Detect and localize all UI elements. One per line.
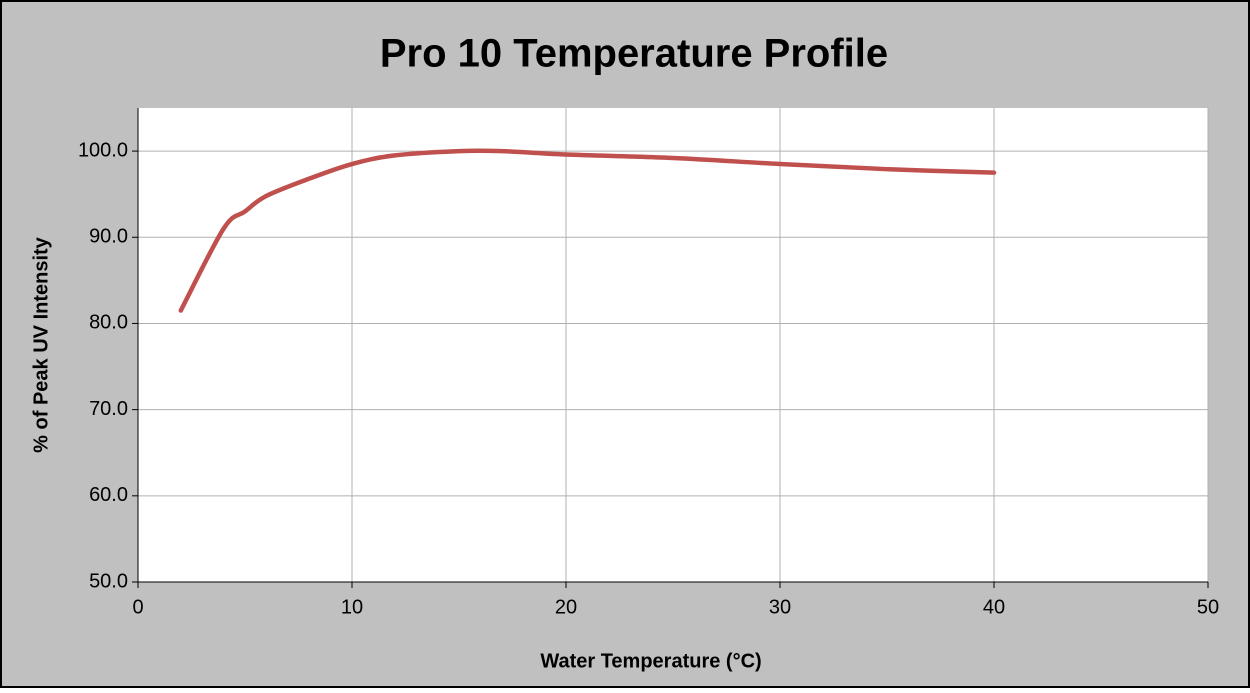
y-tick-label: 60.0 [89,484,128,506]
chart-title: Pro 10 Temperature Profile [380,32,888,76]
plot-area [138,108,1208,582]
y-tick-label: 100.0 [78,139,128,161]
y-tick-label: 90.0 [89,226,128,248]
x-tick-label: 20 [555,596,577,618]
y-tick-label: 80.0 [89,312,128,334]
x-tick-label: 40 [983,596,1005,618]
y-tick-label: 50.0 [89,570,128,592]
x-tick-label: 0 [132,596,143,618]
x-tick-label: 30 [769,596,791,618]
x-axis-label: Water Temperature (°C) [540,650,761,672]
line-series [178,148,997,313]
y-tick-label: 70.0 [89,398,128,420]
x-tick-label: 50 [1197,596,1219,618]
x-tick-label: 10 [341,596,363,618]
y-axis-label: % of Peak UV Intensity [30,236,52,452]
